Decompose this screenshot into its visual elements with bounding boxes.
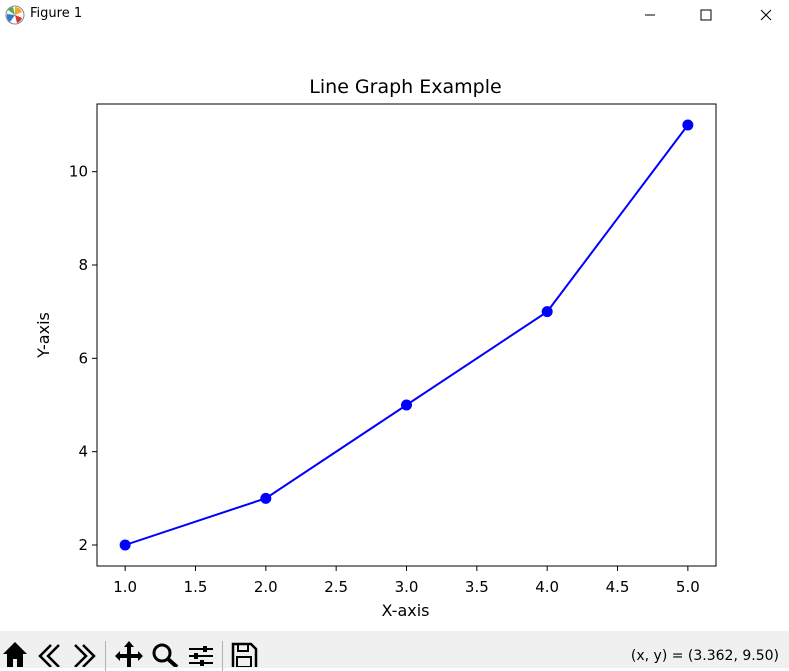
- figure-canvas[interactable]: Line Graph Example 1.0 1.5 2.0 2.5 3.0 3.5 4.0…: [0, 30, 789, 631]
- toolbar-separator: [105, 641, 106, 671]
- x-tick-label: 4.0: [535, 578, 559, 596]
- title-bar: Figure 1: [0, 0, 789, 30]
- data-point: [541, 306, 553, 318]
- home-button[interactable]: [0, 639, 30, 669]
- window-title: Figure 1: [30, 6, 83, 21]
- data-point: [119, 539, 131, 551]
- maximize-button[interactable]: [683, 0, 729, 30]
- y-axis-label: Y-axis: [34, 312, 53, 359]
- home-icon: [1, 639, 29, 671]
- x-axis: 1.0 1.5 2.0 2.5 3.0 3.5 4.0 4.5 5.0: [113, 566, 700, 596]
- x-tick-label: 4.5: [606, 578, 630, 596]
- x-tick-label: 3.0: [395, 578, 419, 596]
- x-tick-label: 2.0: [254, 578, 278, 596]
- y-axis: 2 4 6 8 10: [69, 163, 97, 554]
- data-point: [401, 399, 412, 411]
- y-tick-label: 6: [78, 349, 88, 367]
- zoom-button[interactable]: [150, 639, 180, 669]
- y-tick-label: 4: [78, 443, 88, 461]
- x-tick-label: 3.5: [465, 578, 489, 596]
- x-axis-label: X-axis: [382, 601, 430, 620]
- x-tick-label: 1.5: [184, 578, 208, 596]
- line-chart: Line Graph Example 1.0 1.5 2.0 2.5 3.0 3.5 4.0…: [34, 76, 717, 620]
- back-icon: [37, 639, 65, 671]
- data-series: [119, 119, 694, 551]
- navigation-toolbar: (x, y) = (3.362, 9.50): [0, 631, 789, 671]
- save-icon: [230, 639, 258, 671]
- x-tick-label: 5.0: [676, 578, 700, 596]
- save-button[interactable]: [229, 639, 259, 671]
- maximize-icon: [700, 9, 712, 21]
- y-tick-label: 2: [78, 536, 88, 554]
- configure-subplots-icon: [187, 639, 215, 671]
- close-button[interactable]: [743, 0, 789, 30]
- x-tick-label: 2.5: [324, 578, 348, 596]
- pan-button[interactable]: [114, 639, 144, 669]
- cursor-coordinates: (x, y) = (3.362, 9.50): [630, 648, 779, 664]
- data-point: [682, 119, 694, 131]
- data-point: [260, 492, 272, 504]
- forward-icon: [69, 639, 97, 671]
- minimize-icon: [644, 9, 656, 21]
- pan-icon: [115, 639, 143, 671]
- close-icon: [760, 9, 772, 21]
- x-tick-label: 1.0: [113, 578, 137, 596]
- toolbar-separator: [222, 641, 223, 671]
- chart-title: Line Graph Example: [309, 76, 501, 98]
- forward-button[interactable]: [68, 639, 98, 669]
- y-tick-label: 10: [69, 163, 88, 181]
- matplotlib-icon: [5, 5, 25, 25]
- zoom-icon: [151, 639, 179, 671]
- y-tick-label: 8: [78, 256, 88, 274]
- minimize-button[interactable]: [627, 0, 673, 30]
- back-button[interactable]: [36, 639, 66, 669]
- plot-area: [96, 103, 717, 567]
- configure-subplots-button[interactable]: [186, 639, 216, 669]
